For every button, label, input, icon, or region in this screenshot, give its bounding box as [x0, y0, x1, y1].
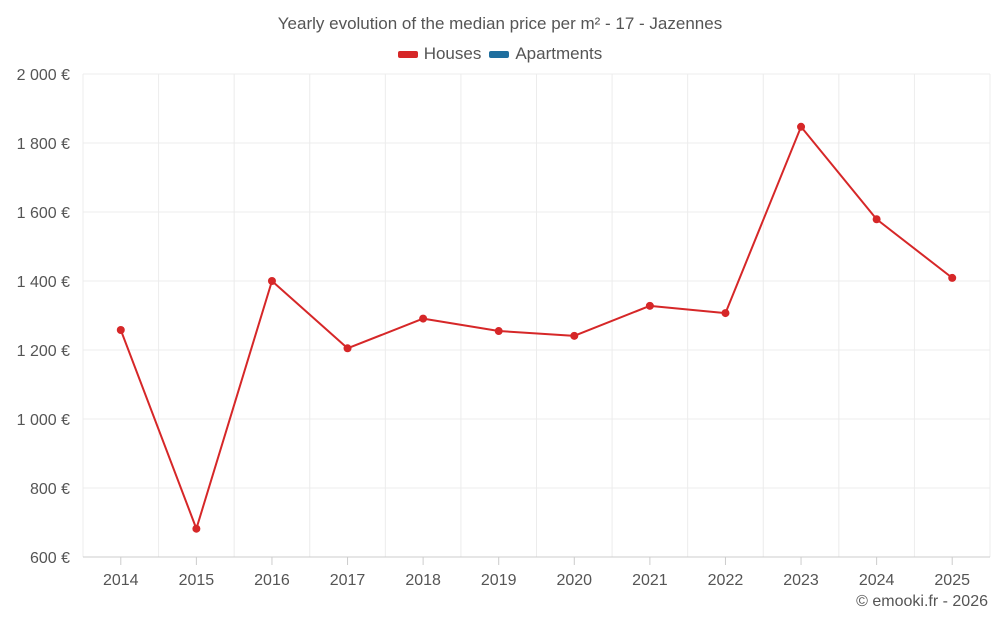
x-tick-label: 2025 [934, 572, 970, 589]
data-point [494, 327, 503, 336]
x-tick-label: 2019 [481, 572, 517, 589]
y-tick-label: 800 € [30, 481, 70, 498]
x-tick-label: 2020 [556, 572, 592, 589]
y-tick-label: 1 200 € [17, 343, 70, 360]
data-point [419, 314, 428, 323]
y-tick-label: 1 400 € [17, 274, 70, 291]
legend-swatch-apartments [489, 50, 510, 58]
x-tick-label: 2022 [708, 572, 744, 589]
data-point [267, 277, 276, 285]
legend-item-apartments[interactable]: Apartments [489, 44, 602, 64]
y-tick-label: 2 000 € [17, 67, 70, 84]
x-tick-label: 2014 [103, 572, 139, 589]
data-point [797, 122, 806, 131]
x-tick-label: 2024 [859, 572, 895, 589]
x-tick-label: 2023 [783, 572, 819, 589]
x-tick-label: 2021 [632, 572, 668, 589]
legend-item-houses[interactable]: Houses [397, 44, 482, 64]
data-point [116, 325, 125, 334]
data-point [872, 215, 881, 224]
legend-label-apartments: Apartments [515, 44, 603, 63]
credit-text: © emooki.fr - 2026 [856, 593, 988, 610]
x-tick-label: 2018 [405, 572, 441, 589]
data-point [343, 344, 352, 353]
legend-label-houses: Houses [423, 44, 482, 63]
x-tick-label: 2016 [254, 572, 290, 589]
data-point [948, 273, 957, 282]
series-line-houses [119, 125, 953, 530]
y-tick-label: 600 € [30, 550, 70, 567]
x-tick-label: 2017 [330, 572, 366, 589]
y-tick-label: 1 600 € [17, 205, 70, 222]
data-point [721, 309, 730, 318]
legend-swatch-houses [397, 50, 418, 58]
data-point [570, 331, 579, 340]
x-tick-label: 2015 [179, 572, 215, 589]
y-tick-label: 1 800 € [17, 136, 70, 153]
y-tick-label: 1 000 € [17, 412, 70, 429]
legend: Houses Apartments [0, 44, 1000, 64]
data-point [192, 524, 201, 533]
chart-title: Yearly evolution of the median price per… [277, 14, 723, 33]
data-point [645, 301, 654, 310]
